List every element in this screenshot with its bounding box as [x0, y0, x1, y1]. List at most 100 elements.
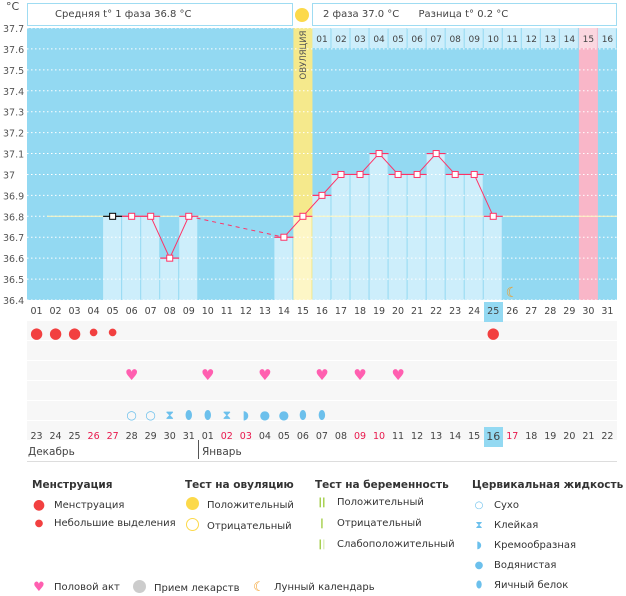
- cycle-day-label: 16: [315, 306, 328, 317]
- legend-label: Небольшие выделения: [54, 518, 176, 529]
- small-drop-icon: ●: [89, 327, 98, 338]
- luteal-day-cell: [312, 28, 331, 48]
- temp-line: [169, 216, 190, 259]
- legend-label: Положительный: [337, 497, 424, 508]
- legend-label: Менструация: [54, 499, 125, 511]
- row-background: [27, 421, 617, 440]
- legend-preg-weak: || Слабоположительный: [315, 539, 455, 550]
- temp-bar: [160, 258, 179, 300]
- filled-circle-icon: [185, 497, 199, 513]
- legend-pregnancy-title: Тест на беременность: [315, 479, 449, 491]
- heart-icon: ♥: [391, 366, 405, 384]
- luteal-day-cell: [521, 28, 540, 48]
- legend-label: Водянистая: [494, 560, 557, 571]
- bbt-chart: 37.7 37.6 37.5 37.4 37.3 37.2 37.1 37 36.9 36.8 36…: [3, 24, 617, 307]
- temp-point: [166, 254, 174, 262]
- legend-preg-positive: || Положительный: [315, 497, 424, 508]
- date-label: 18: [525, 431, 538, 442]
- blood-drop-icon: ●: [32, 497, 46, 513]
- legend-label: Кремообразная: [494, 540, 577, 551]
- phase2-summary: 2 фаза 37.0 °C Разница t° 0.2 °C: [312, 3, 617, 26]
- legend-menstruation-title: Менструация: [32, 479, 113, 491]
- pill-icon: [132, 580, 146, 596]
- luteal-day-label: 07: [430, 35, 441, 45]
- legend-label: Отрицательный: [337, 518, 422, 529]
- cycle-day-label: 30: [582, 306, 595, 317]
- luteal-day-cell: [502, 28, 521, 48]
- eggwhite-fluid-icon: ⬮: [203, 408, 212, 422]
- month-december: Декабрь: [28, 446, 75, 458]
- temp-line: [473, 174, 494, 217]
- luteal-day-label: 13: [545, 35, 556, 45]
- moon-icon: ☾: [506, 285, 519, 301]
- blood-drop-icon: ●: [486, 324, 500, 342]
- blood-drop-icon: ●: [29, 324, 44, 342]
- cycle-day-label: 24: [468, 306, 481, 317]
- temp-point: [280, 233, 288, 241]
- dry-fluid-icon: ○: [145, 408, 156, 422]
- y-tick-label: 37.2: [3, 129, 24, 140]
- legend-label: Слабоположительный: [337, 539, 455, 550]
- y-tick-label: 37.4: [3, 87, 24, 98]
- one-line-icon: |: [320, 518, 324, 529]
- y-tick-label: 36.8: [3, 212, 24, 223]
- temp-point: [128, 212, 136, 220]
- date-label: 01: [201, 431, 214, 442]
- temp-point: [109, 212, 117, 220]
- date-label: 12: [411, 431, 424, 442]
- cycle-day-label: 08: [163, 306, 176, 317]
- date-label: 11: [392, 431, 405, 442]
- luteal-day-label: 08: [449, 35, 461, 45]
- highlighted-day-column: [578, 28, 598, 300]
- y-tick-label: 37.1: [3, 150, 24, 161]
- luteal-day-cell: [426, 28, 445, 48]
- cycle-day-label: 26: [506, 306, 519, 317]
- cycle-day-label: 27: [525, 306, 538, 317]
- heart-icon: ♥: [353, 366, 367, 384]
- temp-bar: [445, 174, 464, 300]
- date-label: 16: [483, 427, 503, 447]
- temp-point: [375, 150, 383, 158]
- temp-point: [470, 170, 478, 178]
- empty-drop-icon: ○: [474, 500, 484, 511]
- cycle-day-label: 06: [125, 306, 138, 317]
- luteal-day-label: 14: [564, 35, 576, 45]
- legend-label: Яичный белок: [494, 580, 569, 591]
- date-label: 20: [563, 431, 576, 442]
- cycle-day-label: 18: [353, 306, 367, 317]
- y-tick-label: 36.7: [3, 233, 24, 244]
- moon-icon: ☾: [253, 580, 265, 595]
- date-label: 06: [296, 431, 309, 442]
- date-label: 21: [582, 431, 595, 442]
- divider: [27, 461, 617, 462]
- date-label: 25: [68, 431, 81, 442]
- temp-bar: [141, 216, 160, 300]
- eggwhite-fluid-icon: ⬮: [184, 408, 193, 422]
- date-label: 23: [30, 431, 43, 442]
- legend-label: Клейкая: [494, 520, 539, 531]
- date-label: 10: [372, 431, 386, 442]
- sticky-fluid-icon: ⧗: [222, 408, 232, 422]
- date-label: 31: [182, 431, 195, 442]
- y-tick-label: 37.3: [3, 108, 24, 119]
- luteal-day-label: 03: [354, 35, 365, 45]
- legend-label: Половой акт: [54, 582, 120, 593]
- two-lines-icon: ||: [318, 497, 326, 508]
- cycle-day-label: 20: [392, 306, 405, 317]
- legend-sticky: ⧗ Клейкая: [472, 520, 538, 531]
- creamy-drop-icon: ◗: [476, 540, 482, 551]
- creamy-fluid-icon: ◗: [242, 408, 249, 422]
- month-divider: [198, 429, 199, 459]
- luteal-day-label: 16: [602, 35, 614, 45]
- temp-bar: [426, 153, 445, 300]
- heart-icon: ♥: [201, 366, 215, 384]
- luteal-day-cell: [578, 28, 597, 48]
- temp-point: [451, 170, 459, 178]
- month-january: Январь: [202, 446, 242, 458]
- luteal-day-label: 01: [316, 35, 327, 45]
- egg-drop-icon: ⬮: [475, 580, 483, 591]
- dry-fluid-icon: ○: [126, 408, 137, 422]
- watery-fluid-icon: ●: [278, 408, 290, 422]
- legend-watery: ● Водянистая: [472, 560, 557, 571]
- legend-label: Положительный: [207, 499, 294, 511]
